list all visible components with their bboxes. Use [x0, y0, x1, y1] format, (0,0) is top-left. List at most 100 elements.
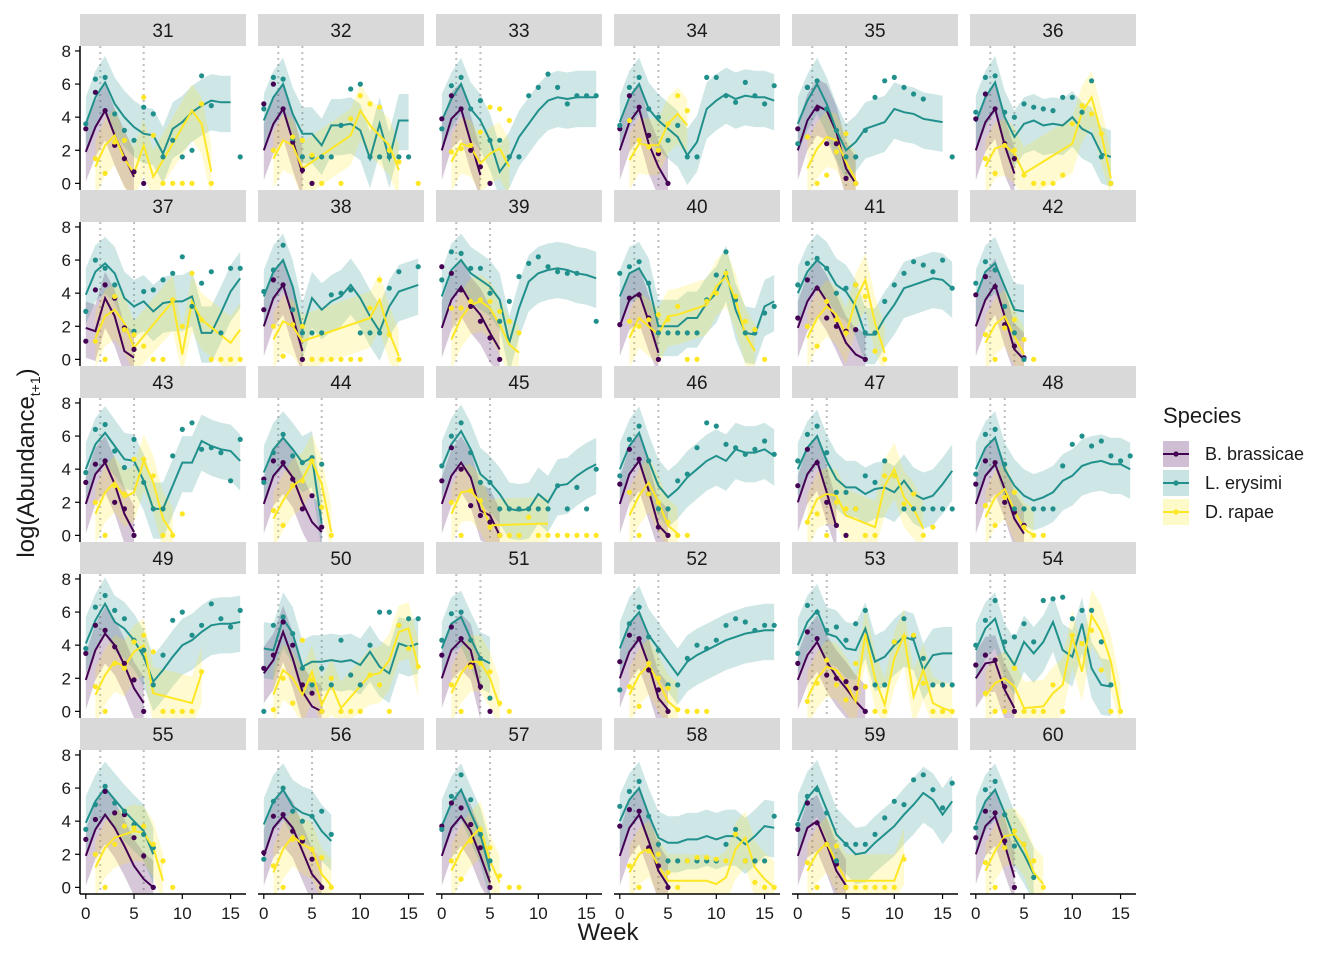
x-tick-label: 5: [1019, 904, 1028, 923]
data-point-bb: [824, 315, 830, 321]
data-point-dr: [814, 180, 820, 186]
data-point-le: [487, 290, 493, 296]
data-point-dr: [448, 858, 454, 864]
data-point-le: [261, 479, 267, 485]
data-point-dr: [930, 524, 936, 530]
data-point-le: [1011, 506, 1018, 512]
interval-band-le: [441, 57, 597, 190]
facet-strip-label: 46: [686, 373, 707, 394]
facet-strip-label: 58: [686, 725, 707, 746]
data-point-le: [121, 464, 127, 471]
interval-band-bb: [441, 789, 490, 894]
data-point-bb: [83, 650, 89, 657]
data-point-le: [261, 856, 267, 862]
data-point-bb: [655, 524, 662, 530]
data-point-le: [386, 609, 392, 615]
data-point-le: [338, 637, 344, 643]
legend-title: Species: [1163, 403, 1241, 428]
data-point-le: [468, 450, 474, 456]
data-point-dr: [1079, 640, 1085, 647]
data-point-le: [853, 621, 859, 627]
data-point-dr: [675, 93, 681, 99]
data-point-le: [131, 436, 137, 442]
data-point-le: [646, 813, 652, 819]
data-point-dr: [982, 503, 989, 509]
data-point-dr: [636, 323, 642, 329]
data-point-dr: [574, 532, 580, 539]
data-point-dr: [487, 104, 493, 110]
x-tick-label: 5: [129, 904, 138, 923]
data-point-bb: [280, 460, 286, 466]
data-point-dr: [338, 356, 344, 362]
interval-band-bb: [797, 434, 837, 542]
data-point-le: [141, 479, 147, 485]
data-point-dr: [655, 312, 662, 318]
fitted-line-le: [618, 610, 775, 677]
facet-plot-area: [795, 750, 955, 894]
data-point-dr: [348, 708, 354, 715]
data-point-le: [92, 802, 98, 808]
data-point-dr: [290, 836, 296, 843]
data-point-le: [199, 622, 205, 628]
data-point-le: [694, 642, 700, 648]
data-point-dr: [497, 532, 503, 539]
data-point-bb: [299, 682, 305, 688]
data-point-bb: [804, 629, 811, 635]
data-point-le: [804, 84, 811, 90]
data-point-le: [992, 778, 998, 785]
data-point-dr: [170, 884, 176, 891]
data-point-dr: [121, 665, 127, 671]
fitted-line-bb: [618, 636, 669, 711]
data-point-dr: [646, 317, 652, 323]
data-point-le: [270, 74, 276, 80]
data-point-bb: [487, 180, 493, 186]
data-point-dr: [1040, 884, 1046, 891]
facet-strip: [436, 190, 602, 222]
data-point-dr: [843, 697, 849, 703]
facet-panel-42: 42: [970, 190, 1136, 366]
data-point-dr: [516, 330, 522, 336]
data-point-le: [1079, 433, 1085, 439]
data-point-dr: [1098, 667, 1104, 673]
facet-strip-label: 53: [864, 549, 885, 570]
facet-strip-label: 54: [1042, 549, 1064, 570]
data-point-dr: [982, 156, 989, 162]
data-point-le: [752, 858, 758, 864]
data-point-dr: [270, 323, 276, 329]
data-point-bb: [982, 274, 989, 280]
data-point-dr: [626, 117, 633, 124]
facet-strip-label: 52: [686, 549, 707, 570]
data-point-bb: [833, 675, 840, 681]
data-point-le: [655, 647, 662, 653]
data-point-dr: [448, 149, 454, 155]
data-point-le: [83, 826, 89, 833]
facet-strip-label: 60: [1042, 725, 1063, 746]
facet-strip: [80, 190, 246, 222]
data-point-le: [593, 93, 599, 99]
fitted-line-bb: [618, 106, 669, 184]
data-point-dr: [752, 327, 758, 333]
data-point-le: [218, 616, 224, 622]
data-point-le: [1031, 639, 1037, 645]
data-point-bb: [309, 493, 315, 499]
data-point-dr: [713, 290, 719, 296]
data-point-dr: [920, 680, 926, 686]
x-tick-label: 0: [793, 904, 802, 923]
facet-strip: [970, 190, 1136, 222]
data-point-le: [415, 264, 421, 270]
facet-panel-32: 32: [258, 14, 424, 190]
fitted-line-le: [618, 430, 775, 499]
data-point-le: [626, 264, 633, 270]
data-point-dr: [357, 93, 363, 99]
facet-strip: [436, 718, 602, 750]
data-point-le: [299, 154, 305, 160]
data-point-dr: [309, 152, 315, 158]
data-point-le: [458, 250, 464, 256]
data-point-dr: [367, 101, 373, 107]
data-point-bb: [448, 270, 454, 276]
data-point-bb: [121, 506, 127, 512]
data-point-dr: [833, 682, 840, 688]
data-point-dr: [357, 708, 363, 715]
data-point-le: [949, 154, 955, 160]
data-point-le: [150, 682, 156, 688]
